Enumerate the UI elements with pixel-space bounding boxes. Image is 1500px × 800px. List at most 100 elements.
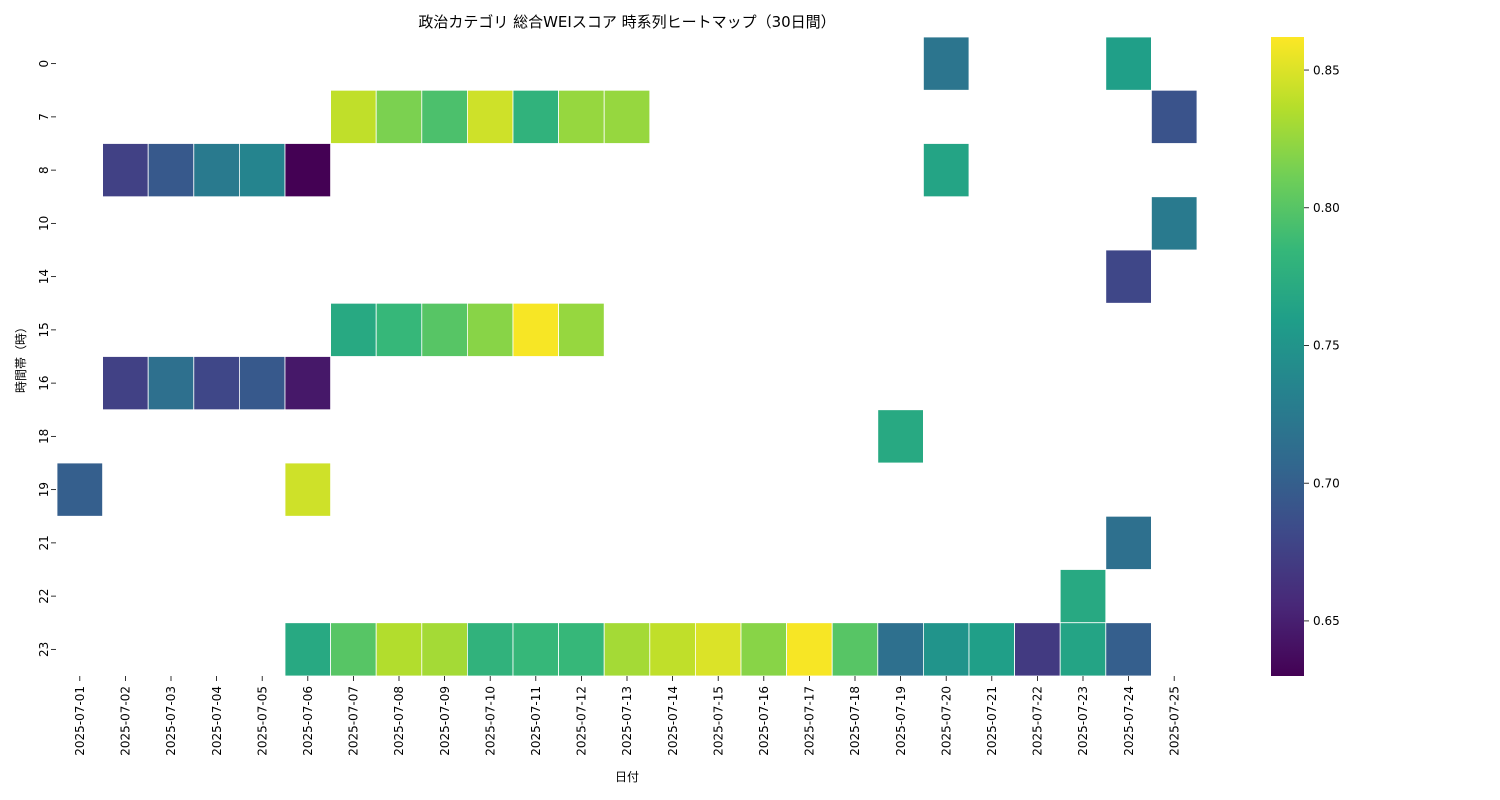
heatmap-cell [102,356,149,411]
x-tick-label: 2025-07-16 [757,686,771,756]
x-tick-label: 2025-07-23 [1076,686,1090,756]
heatmap-cell [193,356,240,411]
y-tick-label: 0 [37,60,51,68]
heatmap-cell [695,622,742,677]
heatmap-cell [923,143,970,198]
y-tick-label: 16 [37,375,51,390]
y-tick-label: 10 [37,216,51,231]
colorbar [1271,37,1304,676]
heatmap-cell [1059,569,1107,624]
colorbar-tick-label: 0.85 [1313,63,1340,77]
y-tick-label: 8 [37,166,51,174]
y-axis-ticks: 0 7 8 10 14 15 16 18 19 21 22 23 [37,60,56,657]
y-tick-label: 22 [37,588,51,603]
x-tick-label: 2025-07-15 [711,686,725,756]
heatmap-cell [1105,515,1152,570]
y-tick-label: 7 [37,113,51,121]
x-tick-label: 2025-07-24 [1122,686,1136,756]
x-tick-label: 2025-07-10 [483,686,497,756]
heatmap-cells [56,36,1198,677]
x-tick-label: 2025-07-02 [119,686,133,756]
heatmap-cell [284,622,331,677]
x-tick-label: 2025-07-09 [438,686,452,756]
heatmap-cell [1105,249,1152,304]
chart-title: 政治カテゴリ 総合WEIスコア 時系列ヒートマップ（30日間） [418,13,835,31]
heatmap-cell [740,622,787,677]
x-tick-label: 2025-07-13 [620,686,634,756]
heatmap-cell [1151,89,1198,144]
heatmap-cell [649,622,696,677]
y-tick-label: 21 [37,535,51,550]
heatmap-cell [877,409,924,464]
heatmap-cell [375,622,423,677]
heatmap-cell [284,356,331,411]
y-tick-label: 23 [37,642,51,657]
x-tick-label: 2025-07-11 [529,686,543,756]
heatmap-cell [466,302,514,357]
colorbar-ticks: 0.65 0.70 0.75 0.80 0.85 [1304,63,1340,628]
heatmap-cell [330,302,377,357]
heatmap-cell [786,622,833,677]
heatmap-cell [1105,622,1152,677]
x-tick-label: 2025-07-01 [73,686,87,756]
heatmap-cell [1151,196,1198,251]
heatmap-cell [1014,622,1061,677]
x-tick-label: 2025-07-05 [255,686,269,756]
x-axis-ticks: 2025-07-01 2025-07-02 2025-07-03 2025-07-04… [73,676,1181,756]
heatmap-cell [56,462,103,517]
x-tick-label: 2025-07-14 [666,686,680,756]
colorbar-tick-label: 0.75 [1313,339,1340,353]
x-tick-label: 2025-07-19 [894,686,908,756]
heatmap-cell [968,622,1015,677]
y-tick-label: 15 [37,322,51,337]
x-tick-label: 2025-07-06 [301,686,315,756]
heatmap-cell [375,302,423,357]
heatmap-cell [466,89,514,144]
heatmap-cell [558,89,605,144]
heatmap-cell [330,89,377,144]
heatmap-cell [1105,36,1152,91]
heatmap-cell [923,36,970,91]
heatmap-cell [512,302,559,357]
y-tick-label: 19 [37,482,51,497]
x-tick-label: 2025-07-18 [848,686,862,756]
heatmap-cell [558,622,605,677]
heatmap-cell [421,622,468,677]
y-tick-label: 14 [37,269,51,284]
heatmap-cell [923,622,970,677]
heatmap-cell [147,356,195,411]
heatmap-cell [102,143,149,198]
x-axis-label: 日付 [615,770,639,784]
x-tick-label: 2025-07-08 [392,686,406,756]
heatmap-cell [1059,622,1107,677]
heatmap-cell [603,622,651,677]
heatmap-cell [193,143,240,198]
x-tick-label: 2025-07-17 [803,686,817,756]
x-tick-label: 2025-07-22 [1031,686,1045,756]
x-tick-label: 2025-07-21 [985,686,999,756]
x-tick-label: 2025-07-20 [939,686,953,756]
y-tick-label: 18 [37,429,51,444]
heatmap-cell [512,622,559,677]
x-tick-label: 2025-07-07 [347,686,361,756]
heatmap-cell [421,89,468,144]
heatmap-cell [831,622,879,677]
colorbar-tick-label: 0.65 [1313,614,1340,628]
heatmap-cell [877,622,924,677]
heatmap-cell [238,356,286,411]
heatmap-cell [466,622,514,677]
heatmap-cell [558,302,605,357]
x-tick-label: 2025-07-04 [210,686,224,756]
heatmap-cell [284,143,331,198]
heatmap-cell [603,89,651,144]
colorbar-tick-label: 0.80 [1313,201,1340,215]
x-tick-label: 2025-07-12 [575,686,589,756]
heatmap-cell [421,302,468,357]
heatmap-cell [330,622,377,677]
heatmap-cell [284,462,331,517]
heatmap-cell [512,89,559,144]
colorbar-tick-label: 0.70 [1313,476,1340,490]
heatmap-cell [375,89,423,144]
heatmap-cell [238,143,286,198]
